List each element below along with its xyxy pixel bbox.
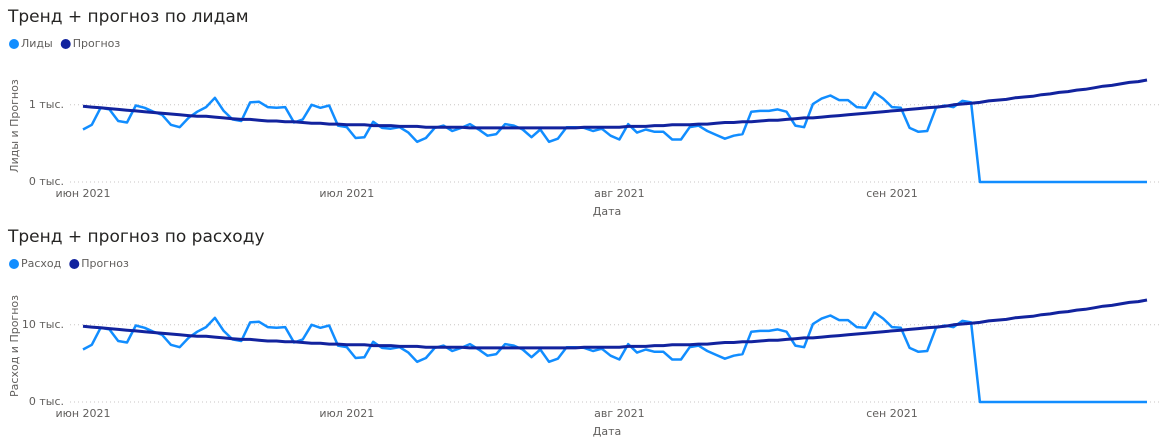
x-tick-label: сен 2021: [866, 407, 918, 420]
x-tick-label: июл 2021: [319, 187, 374, 200]
x-tick-label: сен 2021: [866, 187, 918, 200]
y-tick-label: 10 тыс.: [22, 318, 64, 331]
legend-marker: [60, 39, 71, 49]
legend-label: Прогноз: [81, 257, 129, 270]
y-axis-title: Лиды и Прогноз: [8, 79, 21, 173]
y-tick-label: 1 тыс.: [29, 98, 64, 111]
series-line: [82, 91, 1147, 184]
series-line: [82, 78, 1148, 130]
legend-marker: [9, 39, 19, 49]
x-tick-label: авг 2021: [594, 187, 645, 200]
y-axis-title: Расход и Прогноз: [8, 295, 21, 397]
legend-marker: [69, 259, 80, 269]
y-tick-label: 0 тыс.: [29, 395, 64, 408]
chart-title: Тренд + прогноз по лидам: [7, 7, 249, 27]
x-tick-label: июн 2021: [55, 187, 110, 200]
x-tick-label: июл 2021: [319, 407, 374, 420]
legend-label: Расход: [21, 257, 62, 270]
series-line: [82, 298, 1148, 350]
legend-label: Лиды: [21, 37, 53, 50]
x-axis-title: Дата: [593, 425, 621, 438]
y-tick-label: 0 тыс.: [29, 175, 64, 188]
series-line: [82, 311, 1147, 404]
legend-marker: [9, 259, 19, 269]
legend-label: Прогноз: [73, 37, 121, 50]
x-axis-title: Дата: [593, 205, 621, 218]
x-tick-label: авг 2021: [594, 407, 645, 420]
chart-title: Тренд + прогноз по расходу: [7, 227, 265, 247]
x-tick-label: июн 2021: [55, 407, 110, 420]
